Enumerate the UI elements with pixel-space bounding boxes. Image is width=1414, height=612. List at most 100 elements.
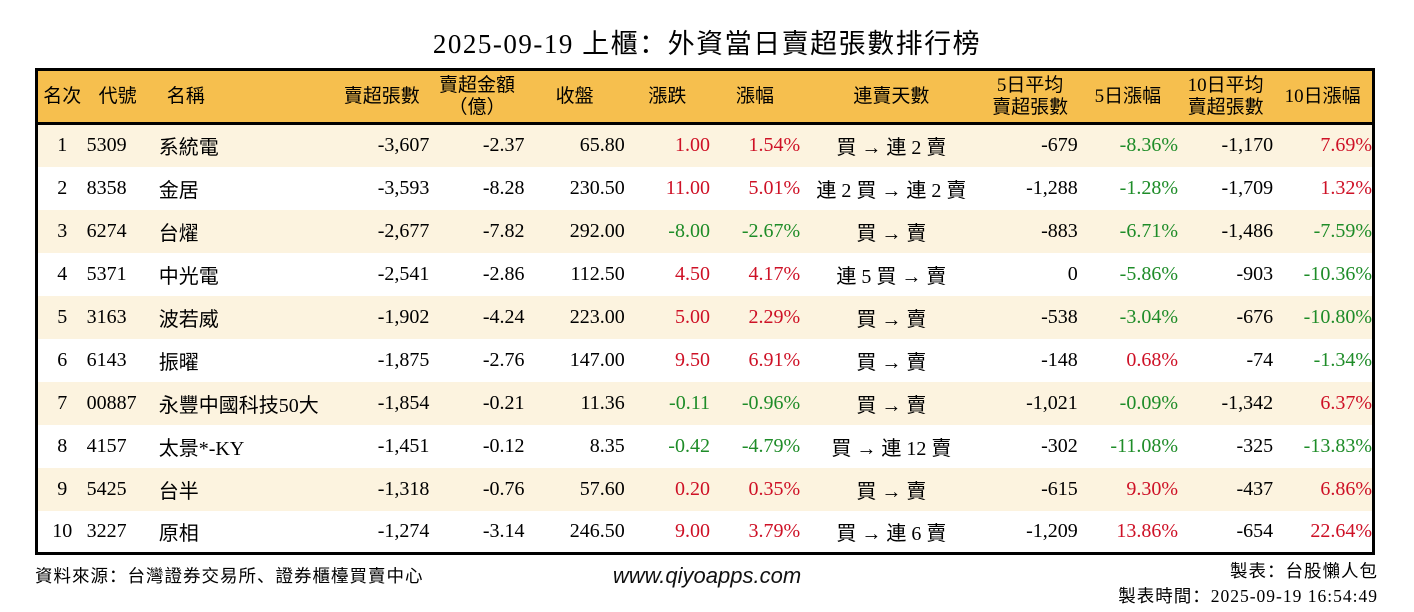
cell-name: 金居 [158, 179, 199, 202]
cell-close: 57.60 [579, 477, 625, 500]
cell-change: 9.00 [674, 519, 710, 542]
cell-close: 8.35 [589, 434, 625, 457]
cell-rank: 6 [57, 348, 68, 371]
cell-streak: 買 → 賣 [856, 222, 927, 245]
cell-code: 5309 [86, 134, 127, 157]
cell-change_pct: 6.91% [748, 348, 801, 371]
cell-streak: 買 → 連 2 賣 [836, 137, 947, 160]
cell-pct5: -5.86% [1119, 262, 1178, 285]
cell-sell_volume: -3,607 [377, 134, 430, 157]
cell-change: 9.50 [674, 348, 710, 371]
cell-pct10: -10.80% [1303, 305, 1372, 328]
cell-sell_amount: -0.76 [482, 477, 525, 500]
column-header-rank: 名次 [36, 69, 87, 125]
column-header-avg10_volume: 10日平均 賣超張數 [1177, 69, 1274, 125]
cell-name: 太景*-KY [158, 437, 245, 460]
cell-name: 原相 [158, 522, 199, 545]
cell-code: 5425 [86, 477, 127, 500]
cell-streak: 買 → 連 6 賣 [836, 522, 947, 545]
table-row: 10 3227 原相 -1,274 -3.14 246.50 9.00 3.79% 買 → 連 … [36, 510, 1374, 554]
table-row: 2 8358 金居 -3,593 -8.28 230.50 11.00 5.01% 連 2 買 … [36, 166, 1374, 210]
cell-avg5_volume: -883 [1041, 219, 1078, 242]
cell-sell_volume: -1,875 [377, 348, 430, 371]
cell-pct5: -11.08% [1110, 434, 1178, 457]
cell-change: 11.00 [665, 176, 710, 199]
cell-change_pct: 2.29% [748, 305, 801, 328]
column-header-streak: 連賣天數 [800, 69, 983, 125]
cell-pct10: 1.32% [1320, 176, 1372, 199]
cell-streak: 連 5 買 → 賣 [836, 265, 947, 288]
cell-sell_amount: -0.12 [482, 434, 525, 457]
cell-code: 4157 [86, 434, 127, 457]
cell-avg5_volume: 0 [1067, 262, 1078, 285]
cell-close: 230.50 [569, 176, 625, 199]
cell-avg10_volume: -1,170 [1221, 134, 1274, 157]
cell-pct5: -8.36% [1119, 134, 1178, 157]
cell-sell_amount: -4.24 [482, 305, 525, 328]
cell-change: -0.42 [668, 434, 710, 457]
cell-close: 65.80 [579, 134, 625, 157]
cell-change: 4.50 [674, 262, 710, 285]
cell-sell_amount: -0.21 [482, 391, 525, 414]
cell-code: 3227 [86, 519, 127, 542]
cell-change: 0.20 [674, 477, 710, 500]
cell-change_pct: 4.17% [748, 262, 801, 285]
cell-rank: 5 [57, 305, 68, 328]
cell-rank: 2 [57, 176, 68, 199]
cell-sell_volume: -1,902 [377, 305, 430, 328]
cell-avg10_volume: -676 [1236, 305, 1274, 328]
cell-avg10_volume: -437 [1236, 477, 1274, 500]
cell-change_pct: -4.79% [741, 434, 801, 457]
cell-change_pct: -0.96% [741, 391, 801, 414]
cell-sell_volume: -2,541 [377, 262, 430, 285]
cell-sell_volume: -1,274 [377, 519, 430, 542]
column-header-avg5_volume: 5日平均 賣超張數 [982, 69, 1078, 125]
cell-pct10: 7.69% [1320, 134, 1372, 157]
table-row: 6 6143 振曜 -1,875 -2.76 147.00 9.50 6.91% 買 → 賣 -1… [36, 338, 1374, 382]
cell-avg10_volume: -1,709 [1221, 176, 1274, 199]
cell-code: 3163 [86, 305, 127, 328]
cell-avg5_volume: -1,209 [1026, 519, 1078, 542]
cell-streak: 買 → 連 12 賣 [831, 437, 952, 460]
cell-streak: 買 → 賣 [856, 351, 927, 374]
column-header-pct5: 5日漲幅 [1077, 69, 1178, 125]
cell-avg5_volume: -1,021 [1026, 391, 1078, 414]
cell-code: 6274 [86, 219, 127, 242]
cell-rank: 9 [57, 477, 68, 500]
cell-avg5_volume: -1,288 [1026, 176, 1078, 199]
table-row: 7 00887 永豐中國科技50大 -1,854 -0.21 11.36 -0.11 -0.9… [36, 381, 1374, 425]
cell-change: 1.00 [674, 134, 710, 157]
cell-rank: 10 [52, 519, 73, 542]
cell-sell_amount: -3.14 [482, 519, 525, 542]
data-source-note: 資料來源：台灣證券交易所、證券櫃檯買賣中心 [35, 566, 424, 586]
column-header-sell_amount: 賣超金額 （億） [429, 69, 525, 125]
cell-avg5_volume: -538 [1041, 305, 1078, 328]
website-url: www.qiyoapps.com [612, 563, 802, 588]
cell-name: 振曜 [158, 351, 199, 374]
table-header-row: 名次 代號 名稱 賣超張數 賣超金額 （億） 收盤 漲跌 漲幅 連賣天數 5日平均 賣超張數 5日漲… [36, 69, 1374, 125]
cell-change: -0.11 [669, 391, 710, 414]
cell-sell_amount: -7.82 [482, 219, 525, 242]
cell-code: 8358 [86, 176, 127, 199]
cell-close: 246.50 [569, 519, 625, 542]
cell-code: 6143 [86, 348, 127, 371]
table-row: 9 5425 台半 -1,318 -0.76 57.60 0.20 0.35% 買 → 賣 -61… [36, 467, 1374, 511]
cell-avg10_volume: -654 [1236, 519, 1274, 542]
cell-pct10: 22.64% [1310, 519, 1372, 542]
cell-sell_amount: -8.28 [482, 176, 525, 199]
cell-rank: 3 [57, 219, 68, 242]
cell-rank: 7 [57, 391, 68, 414]
cell-sell_volume: -2,677 [377, 219, 430, 242]
table-row: 4 5371 中光電 -2,541 -2.86 112.50 4.50 4.17% 連 5 買 … [36, 252, 1374, 296]
cell-sell_amount: -2.86 [482, 262, 525, 285]
column-header-sell_volume: 賣超張數 [334, 69, 430, 125]
cell-streak: 連 2 買 → 連 2 賣 [816, 179, 967, 202]
table-row: 3 6274 台燿 -2,677 -7.82 292.00 -8.00 -2.67% 買 → 賣… [36, 209, 1374, 253]
cell-pct10: -13.83% [1303, 434, 1372, 457]
cell-name: 中光電 [158, 265, 219, 288]
cell-pct10: 6.86% [1320, 477, 1372, 500]
cell-sell_volume: -1,451 [377, 434, 430, 457]
cell-pct10: -10.36% [1303, 262, 1372, 285]
cell-sell_amount: -2.37 [482, 134, 525, 157]
cell-close: 11.36 [580, 391, 625, 414]
